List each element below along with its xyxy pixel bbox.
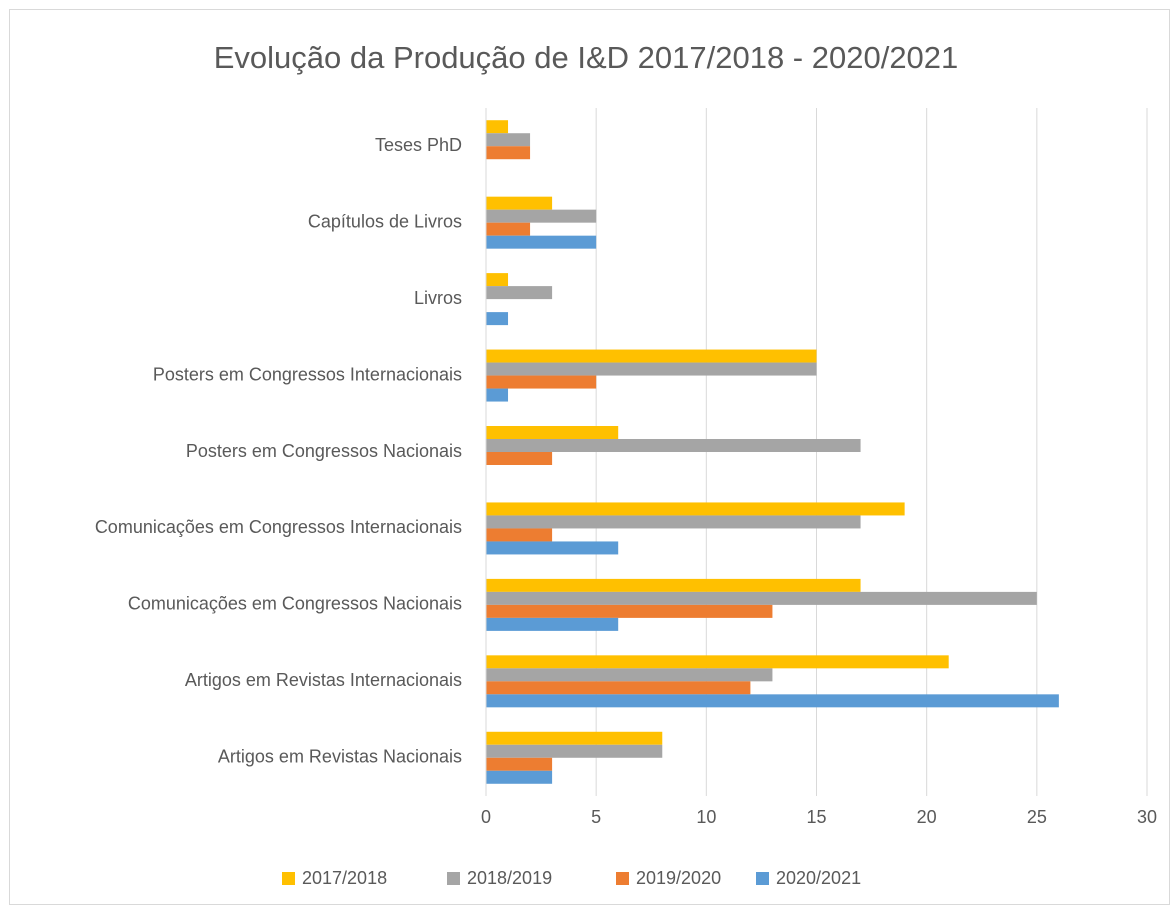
y-tick-label: Posters em Congressos Internacionais (153, 364, 462, 384)
bar (486, 426, 619, 439)
bar (486, 744, 663, 758)
legend-label: 2018/2019 (467, 868, 552, 888)
bar (486, 681, 751, 695)
legend-swatch (616, 872, 629, 885)
bar (486, 209, 597, 223)
y-tick-label: Livros (414, 288, 462, 308)
bar (486, 196, 553, 210)
bar (486, 286, 553, 300)
bar (486, 312, 509, 326)
y-tick-label: Posters em Congressos Nacionais (186, 441, 462, 461)
bar (486, 604, 773, 618)
legend-label: 2017/2018 (302, 868, 387, 888)
x-tick-label: 30 (1137, 807, 1157, 827)
bar (486, 655, 949, 669)
chart-frame (9, 9, 1170, 905)
bar (486, 146, 531, 160)
y-tick-label: Teses PhD (375, 135, 462, 155)
bar (486, 731, 663, 745)
bar (486, 770, 553, 784)
x-tick-label: 0 (481, 807, 491, 827)
legend-swatch (282, 872, 295, 885)
x-tick-label: 20 (917, 807, 937, 827)
legend-label: 2019/2020 (636, 868, 721, 888)
y-tick-label: Artigos em Revistas Nacionais (218, 747, 462, 767)
x-tick-label: 25 (1027, 807, 1047, 827)
bar (486, 694, 1059, 708)
bar (486, 349, 817, 363)
y-tick-label: Artigos em Revistas Internacionais (185, 670, 462, 690)
bar (486, 528, 553, 542)
y-tick-label: Capítulos de Livros (308, 211, 462, 231)
bar (486, 591, 1037, 605)
bar (486, 235, 597, 249)
bar (486, 502, 905, 516)
bar (486, 515, 861, 529)
bar (486, 452, 553, 465)
bar (486, 388, 509, 402)
bar (486, 617, 619, 631)
legend-label: 2020/2021 (776, 868, 861, 888)
bar (486, 133, 531, 147)
bar (486, 541, 619, 555)
bar (486, 578, 861, 592)
bar (486, 668, 773, 682)
bar (486, 375, 597, 389)
y-tick-label: Comunicações em Congressos Internacionai… (95, 517, 462, 537)
legend-swatch (447, 872, 460, 885)
x-tick-label: 10 (696, 807, 716, 827)
bar (486, 222, 531, 236)
bar (486, 362, 817, 376)
bar (486, 757, 553, 771)
y-tick-label: Comunicações em Congressos Nacionais (128, 594, 462, 614)
x-tick-label: 5 (591, 807, 601, 827)
chart-title: Evolução da Produção de I&D 2017/2018 - … (214, 40, 959, 75)
bar (486, 273, 509, 287)
bar (486, 439, 861, 452)
x-tick-label: 15 (806, 807, 826, 827)
bar (486, 120, 509, 134)
legend-swatch (756, 872, 769, 885)
